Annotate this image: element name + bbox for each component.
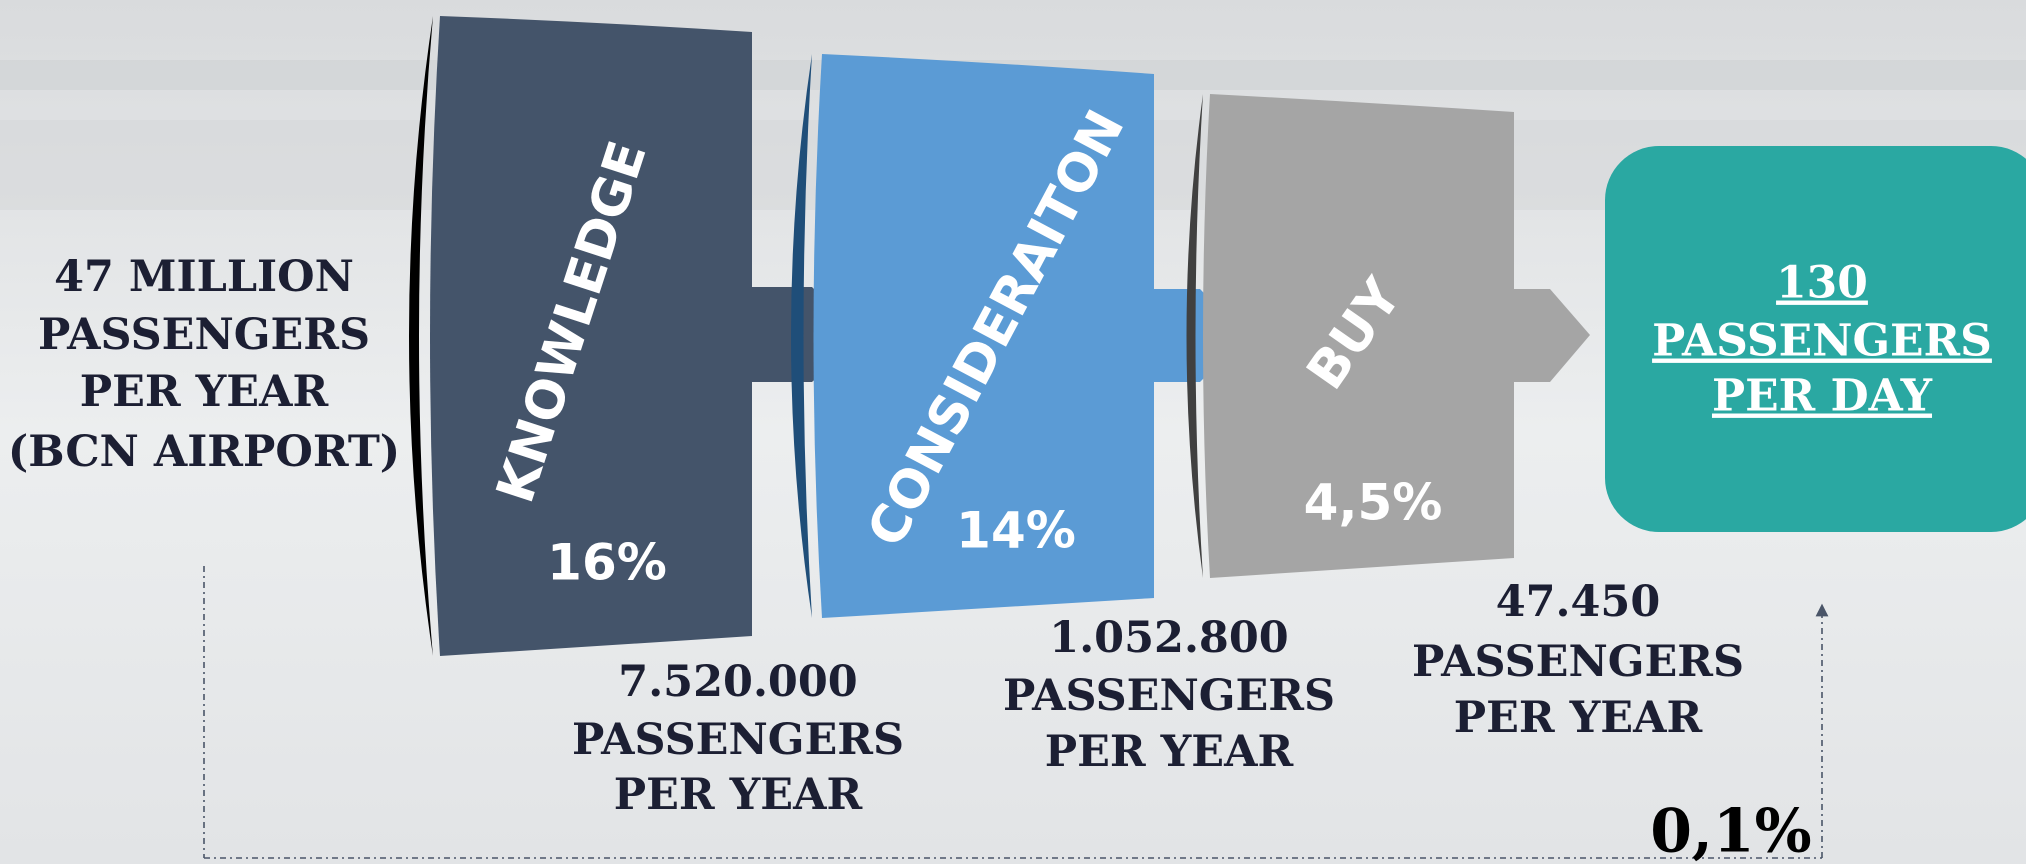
outcome-box [1605,146,2026,532]
outcome-line: PER DAY [1712,371,1933,422]
stage-edge [1186,94,1203,578]
stage-body [430,16,752,656]
source-line: (BCN AIRPORT) [8,427,400,477]
outcome-line: PASSENGERS [1652,316,1992,367]
stage-result: 1.052.800 [1049,613,1288,663]
stage-result: PASSENGERS [572,715,904,765]
stage-edge [791,54,812,618]
stage-percent: 16% [547,534,667,592]
stage-percent: 4,5% [1304,474,1443,532]
stage-buy [1186,94,1590,578]
stage-body [813,54,1154,618]
stage-result: PER YEAR [1045,727,1294,777]
stage-percent: 14% [956,502,1076,560]
stage-body [1203,94,1514,578]
stage-edge [409,16,433,656]
stage-result: PASSENGERS [1003,671,1335,721]
source-line: 47 MILLION [54,252,354,302]
stage-result: PER YEAR [1454,693,1703,743]
overall-rate: 0,1% [1650,797,1811,864]
guide-lines [203,566,1829,859]
stage-result: PER YEAR [614,770,863,820]
source-line: PASSENGERS [38,310,370,360]
stage-connector [1514,289,1590,382]
stage-result: 7.520.000 [618,657,857,707]
source-line: PER YEAR [80,367,329,417]
outcome-line: 130 [1776,258,1868,309]
stage-result: PASSENGERS [1412,637,1744,687]
stage-result: 47.450 [1496,577,1661,627]
